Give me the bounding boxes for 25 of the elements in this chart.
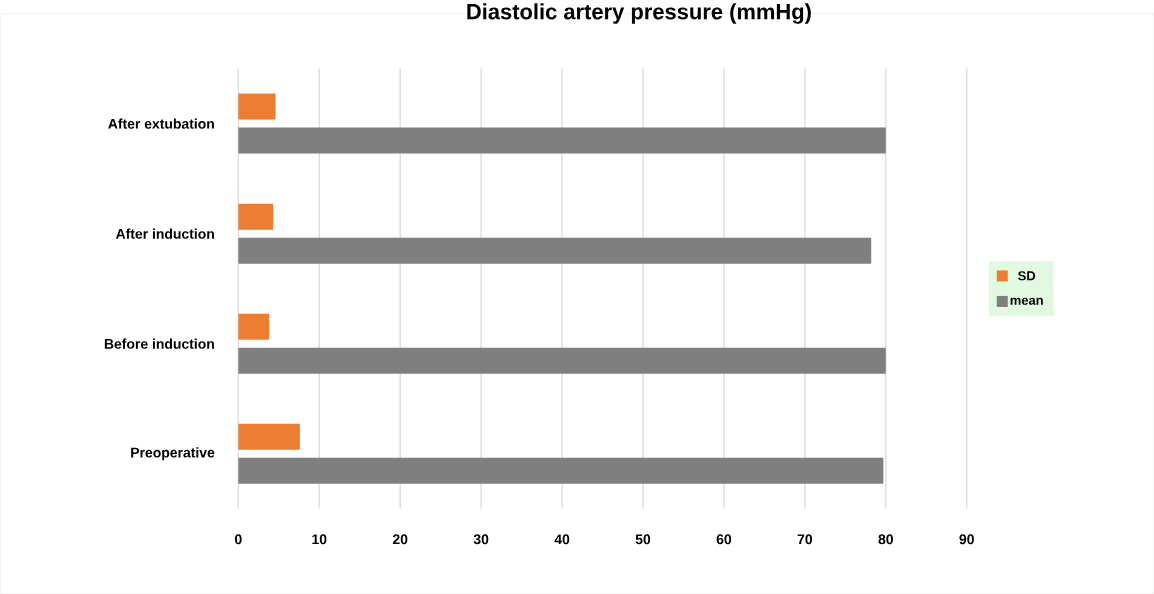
legend-label: SD — [1018, 271, 1036, 281]
x-tick-label: 90 — [959, 534, 974, 545]
x-tick-label: 10 — [312, 534, 327, 545]
bar — [238, 237, 872, 264]
legend-label: mean — [1010, 297, 1043, 305]
x-tick-label: 60 — [716, 534, 732, 545]
x-tick-label: 0 — [235, 534, 242, 545]
x-tick-label: 80 — [878, 534, 893, 545]
y-tick-label: After induction — [115, 228, 214, 239]
bar — [238, 423, 300, 450]
bar — [238, 93, 276, 120]
bar — [238, 347, 886, 374]
bar — [238, 313, 270, 340]
y-tick-label: After extubation — [108, 118, 214, 129]
y-tick-label: Before induction — [104, 338, 214, 349]
x-tick-label: 70 — [797, 534, 813, 545]
y-tick-label: Preoperative — [131, 447, 215, 461]
bar — [238, 457, 884, 484]
bar — [238, 203, 274, 230]
x-tick-label: 50 — [635, 534, 651, 545]
x-tick-label: 30 — [473, 534, 489, 545]
bar — [238, 127, 886, 154]
chart-title: Diastolic artery pressure (mmHg) — [467, 3, 811, 24]
x-tick-label: 40 — [554, 534, 570, 545]
x-tick-label: 20 — [392, 534, 408, 545]
